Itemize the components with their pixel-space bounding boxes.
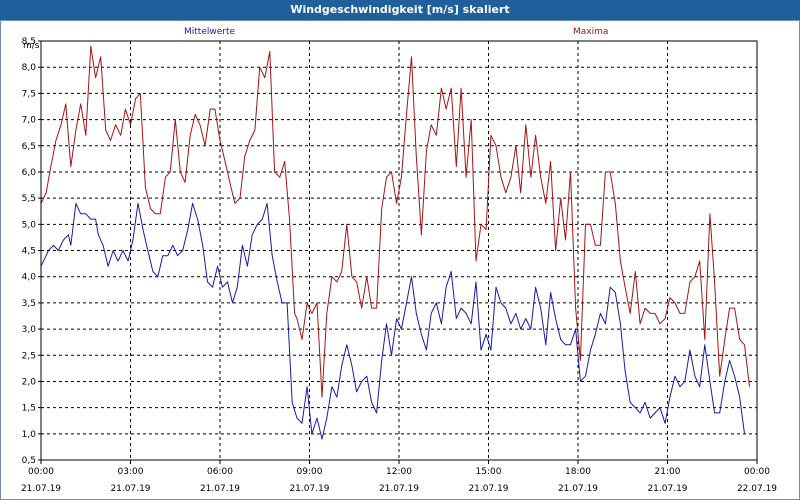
axis-ticks: 8,5 8,0 7,5 7,0 6,5 6,0 5,5 5,0 4,5 4,0 3,5 3,0 2,5 2… — [21, 37, 777, 494]
y-axis-unit-label: m/s — [23, 41, 40, 51]
x-tick-date-label: 21.07.19 — [289, 484, 329, 494]
y-tick-label: 5,5 — [22, 194, 36, 204]
legend-mittelwerte: Mittelwerte — [184, 27, 235, 37]
x-tick-time-label: 03:00 — [118, 467, 144, 477]
y-tick-label: 1,5 — [22, 404, 36, 414]
y-tick-label: 1,0 — [22, 430, 37, 440]
x-tick-time-label: 00:00 — [744, 467, 770, 477]
x-tick-time-label: 12:00 — [386, 467, 412, 477]
x-tick-time-label: 21:00 — [655, 467, 681, 477]
x-tick-time-label: 09:00 — [297, 467, 323, 477]
x-tick-time-label: 18:00 — [565, 467, 591, 477]
y-tick-label: 4,0 — [22, 273, 37, 283]
x-tick-date-label: 21.07.19 — [110, 484, 150, 494]
y-tick-label: 7,0 — [22, 116, 37, 126]
y-tick-label: 8,5 — [22, 37, 36, 47]
x-tick-date-label: 21.07.19 — [647, 484, 687, 494]
legend-maxima: Maxima — [573, 27, 608, 37]
x-tick-date-label: 21.07.19 — [558, 484, 598, 494]
y-tick-label: 5,0 — [22, 220, 37, 230]
plot-area-border — [40, 40, 758, 461]
x-tick-time-label: 00:00 — [28, 467, 54, 477]
x-tick-date-label: 22.07.19 — [737, 484, 777, 494]
x-tick-date-label: 21.07.19 — [379, 484, 419, 494]
wind-speed-chart: m/s Mittelwerte Maxima 8,5 8,0 7,5 7,0 6,5 6,… — [21, 27, 777, 494]
grid — [41, 41, 757, 460]
y-tick-label: 3,5 — [22, 299, 36, 309]
series-lines — [40, 45, 750, 440]
y-tick-label: 2,5 — [22, 351, 36, 361]
y-tick-label: 6,0 — [22, 168, 37, 178]
x-tick-date-label: 21.07.19 — [200, 484, 240, 494]
y-tick-label: 2,0 — [22, 377, 37, 387]
y-tick-label: 8,0 — [22, 63, 37, 73]
x-tick-time-label: 15:00 — [476, 467, 502, 477]
x-tick-time-label: 06:00 — [207, 467, 233, 477]
y-tick-label: 6,5 — [22, 142, 36, 152]
y-tick-label: 4,5 — [22, 247, 36, 257]
y-tick-label: 0,5 — [22, 456, 36, 466]
y-tick-label: 3,0 — [22, 325, 37, 335]
x-tick-date-label: 21.07.19 — [468, 484, 508, 494]
chart-frame: m/s Mittelwerte Maxima 8,5 8,0 7,5 7,0 6,5 6,… — [0, 20, 800, 500]
series-line-mittelwerte — [40, 202, 745, 440]
chart-title: Windgeschwindigkeit [m/s] skaliert — [0, 0, 800, 20]
x-tick-date-label: 21.07.19 — [21, 484, 61, 494]
y-tick-label: 7,5 — [22, 89, 36, 99]
series-line-maxima — [40, 45, 750, 398]
